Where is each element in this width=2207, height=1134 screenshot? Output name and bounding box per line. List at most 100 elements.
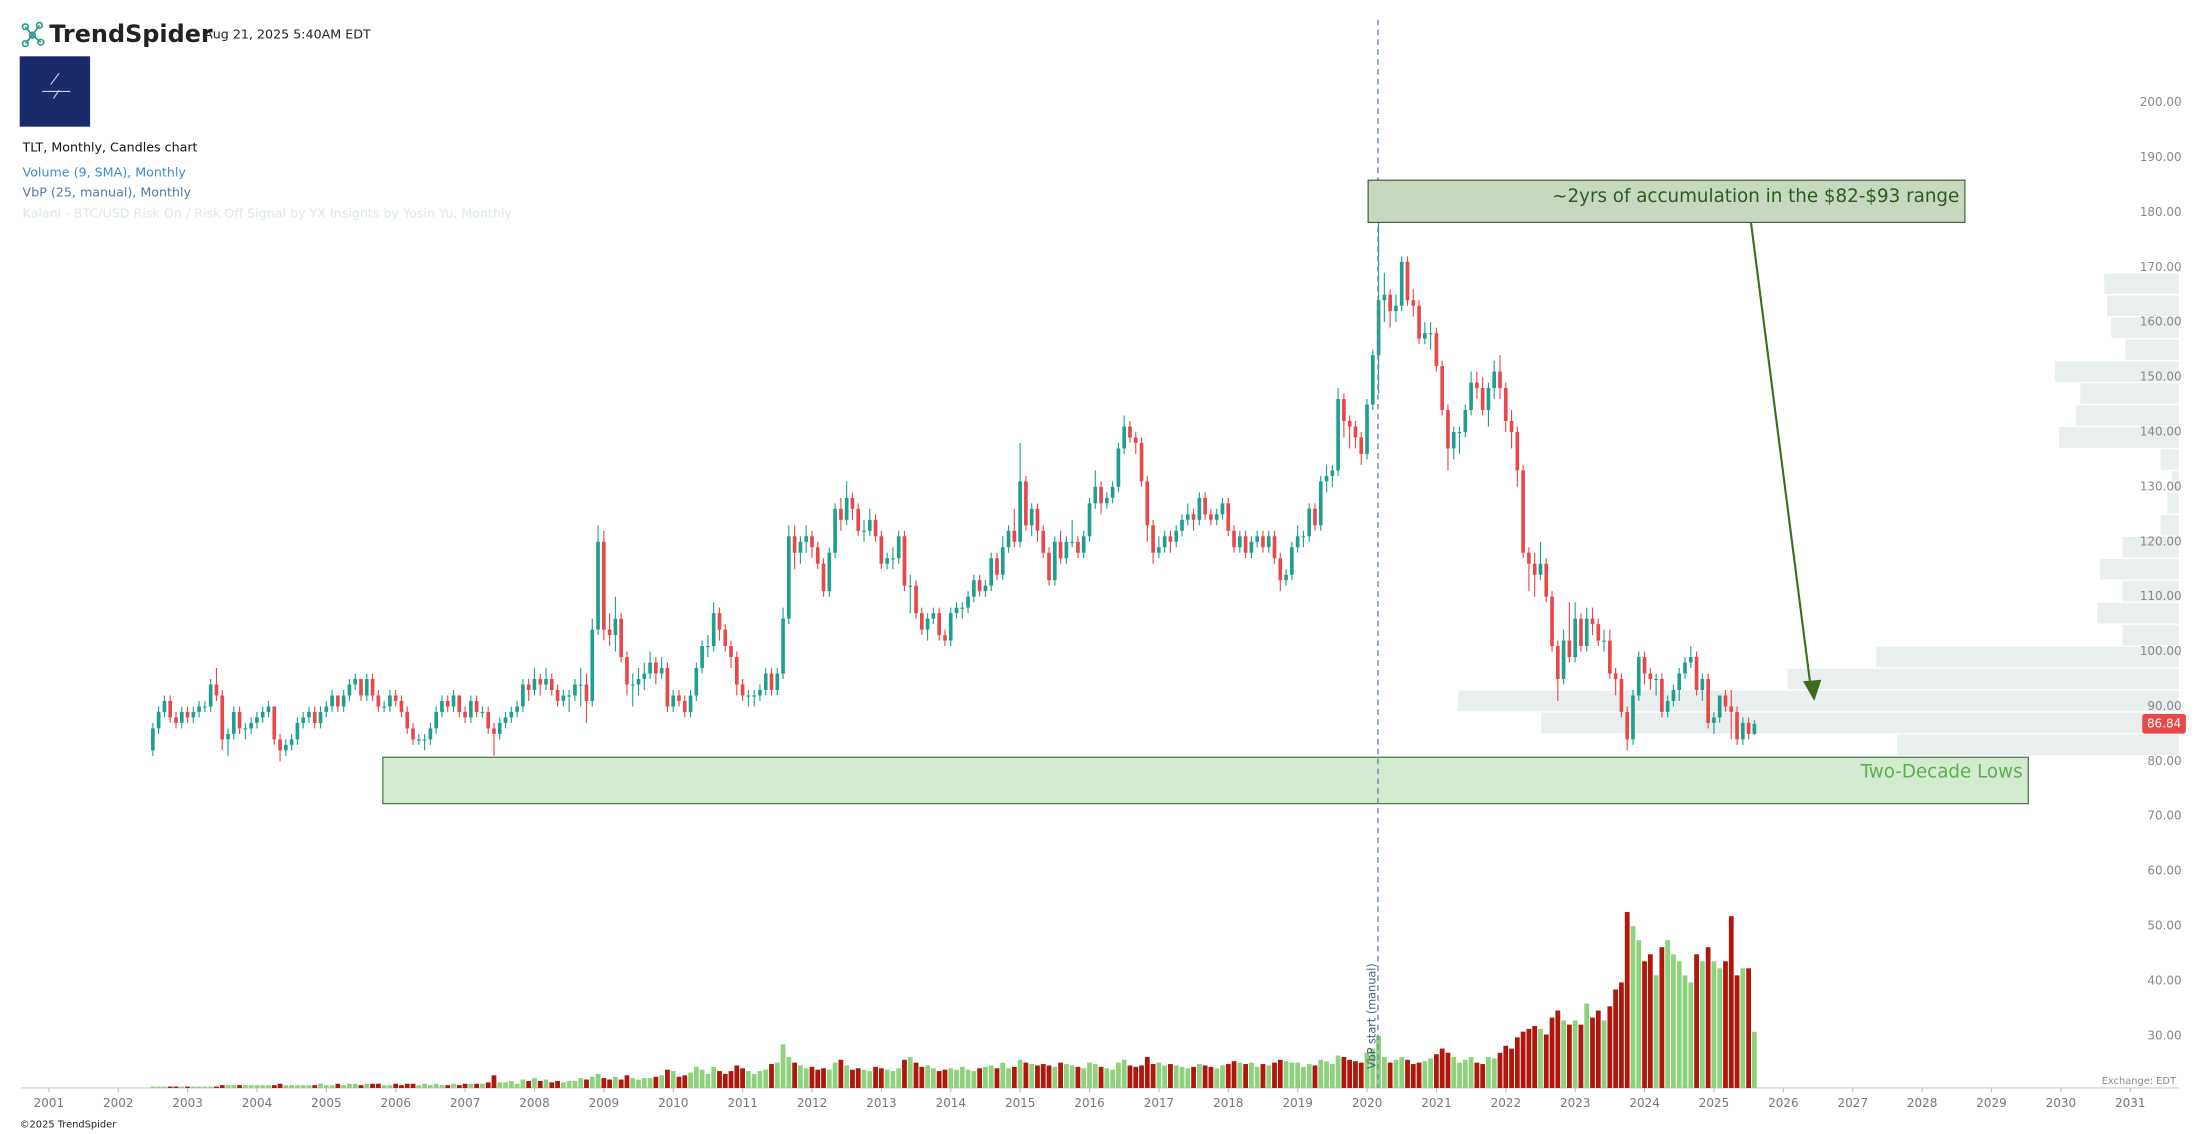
volume-bar <box>1630 926 1636 1088</box>
volume-bar <box>393 1083 399 1088</box>
candle-body <box>937 613 942 636</box>
volume-bar <box>1723 961 1728 1088</box>
candle-body <box>1700 679 1705 690</box>
candle-body <box>1411 300 1416 306</box>
volume-bar <box>1168 1064 1173 1088</box>
volume-bar <box>1220 1065 1225 1088</box>
candle-body <box>972 580 976 597</box>
candle-body <box>1076 541 1080 553</box>
candle-body <box>995 558 999 575</box>
candle-body <box>723 629 728 647</box>
volume-bar <box>416 1085 422 1088</box>
volume-bar <box>1254 1066 1260 1088</box>
candle-body <box>1070 541 1074 543</box>
volume-bar <box>601 1078 607 1088</box>
candle-body <box>850 497 855 509</box>
volume-bar <box>1434 1054 1439 1088</box>
volume-bar <box>636 1079 641 1088</box>
volume-bar <box>792 1062 798 1088</box>
vbp-bar <box>2059 427 2179 448</box>
candle-body <box>422 739 427 741</box>
volume-bar <box>786 1057 792 1088</box>
candle-body <box>1446 410 1450 449</box>
volume-bar <box>375 1083 381 1088</box>
volume-bar <box>954 1069 959 1088</box>
volume-bar <box>1428 1058 1434 1088</box>
volume-bar <box>1590 1017 1595 1088</box>
volume-bar <box>1399 1057 1405 1088</box>
candle-body <box>787 536 791 619</box>
candle-body <box>781 618 785 674</box>
candle-body <box>1359 437 1364 454</box>
volume-bar <box>1520 1031 1526 1088</box>
candle-body <box>1116 448 1121 487</box>
volume-bar <box>1052 1066 1058 1088</box>
candle-body <box>1596 624 1601 641</box>
volume-bar <box>196 1086 202 1088</box>
candle-body <box>1544 563 1549 597</box>
volume-bar <box>202 1086 208 1088</box>
volume-bar <box>1364 1052 1370 1088</box>
candle-body <box>1209 514 1213 520</box>
candle-body <box>1261 536 1265 548</box>
volume-bar <box>942 1069 948 1088</box>
volume-bar <box>1642 961 1647 1088</box>
candle-body <box>1451 431 1456 449</box>
candle-body <box>341 695 346 707</box>
candle-body <box>1093 486 1098 504</box>
volume-bar <box>1509 1048 1514 1088</box>
volume-bar <box>948 1068 954 1088</box>
volume-bar <box>728 1071 734 1088</box>
candle-body <box>301 717 306 723</box>
volume-bar <box>1243 1064 1248 1088</box>
volume-bar <box>1705 947 1711 1088</box>
volume-bar <box>745 1071 751 1088</box>
candle-body <box>1555 646 1560 680</box>
candle-body <box>711 613 716 647</box>
volume-bar <box>1422 1061 1428 1088</box>
candle-body <box>902 536 907 586</box>
x-tick-label: 2016 <box>1074 1096 1104 1110</box>
volume-bar <box>780 1044 786 1088</box>
candle-body <box>966 596 970 608</box>
volume-bar <box>1717 968 1723 1088</box>
volume-bar <box>1133 1066 1139 1088</box>
candle-body <box>185 711 190 718</box>
candle-body <box>654 662 658 674</box>
exchange: Exchange: EDT <box>2102 1076 2177 1087</box>
volume-bar <box>722 1073 728 1088</box>
volume-bar <box>1561 1020 1566 1088</box>
candle-body <box>792 536 797 553</box>
volume-bar <box>508 1080 514 1088</box>
volume-bar <box>1676 961 1682 1088</box>
y-tick-label: 120.00 <box>2140 534 2182 548</box>
vbp-bar <box>2122 536 2179 558</box>
volume-bar <box>1584 1003 1590 1088</box>
candle-body <box>694 668 699 696</box>
candle-body <box>1417 305 1421 339</box>
candle-body <box>440 700 444 712</box>
volume-bar <box>1607 1006 1613 1088</box>
candle-body <box>1272 536 1277 559</box>
candle-body <box>156 711 161 729</box>
candle-body <box>1394 305 1398 312</box>
volume-bar <box>734 1065 740 1088</box>
volume-bar <box>1653 975 1659 1088</box>
volume-bar <box>1370 1048 1376 1088</box>
candle-body <box>1665 700 1670 712</box>
candle-body <box>1035 508 1040 531</box>
candle-body <box>1336 399 1340 471</box>
chart-title: TLT, Monthly, Candles chart <box>22 139 198 154</box>
candle-body <box>1671 689 1676 701</box>
candle-body <box>954 607 959 614</box>
vbp-bar <box>2080 383 2179 404</box>
candle-body <box>1290 547 1294 575</box>
volume-bar <box>190 1086 196 1088</box>
volume-bar <box>1555 1010 1561 1088</box>
candle-body <box>364 679 369 696</box>
candle-body <box>1214 514 1219 520</box>
candle-body <box>885 558 889 564</box>
candle-body <box>919 613 924 630</box>
volume-bar <box>1075 1066 1081 1088</box>
